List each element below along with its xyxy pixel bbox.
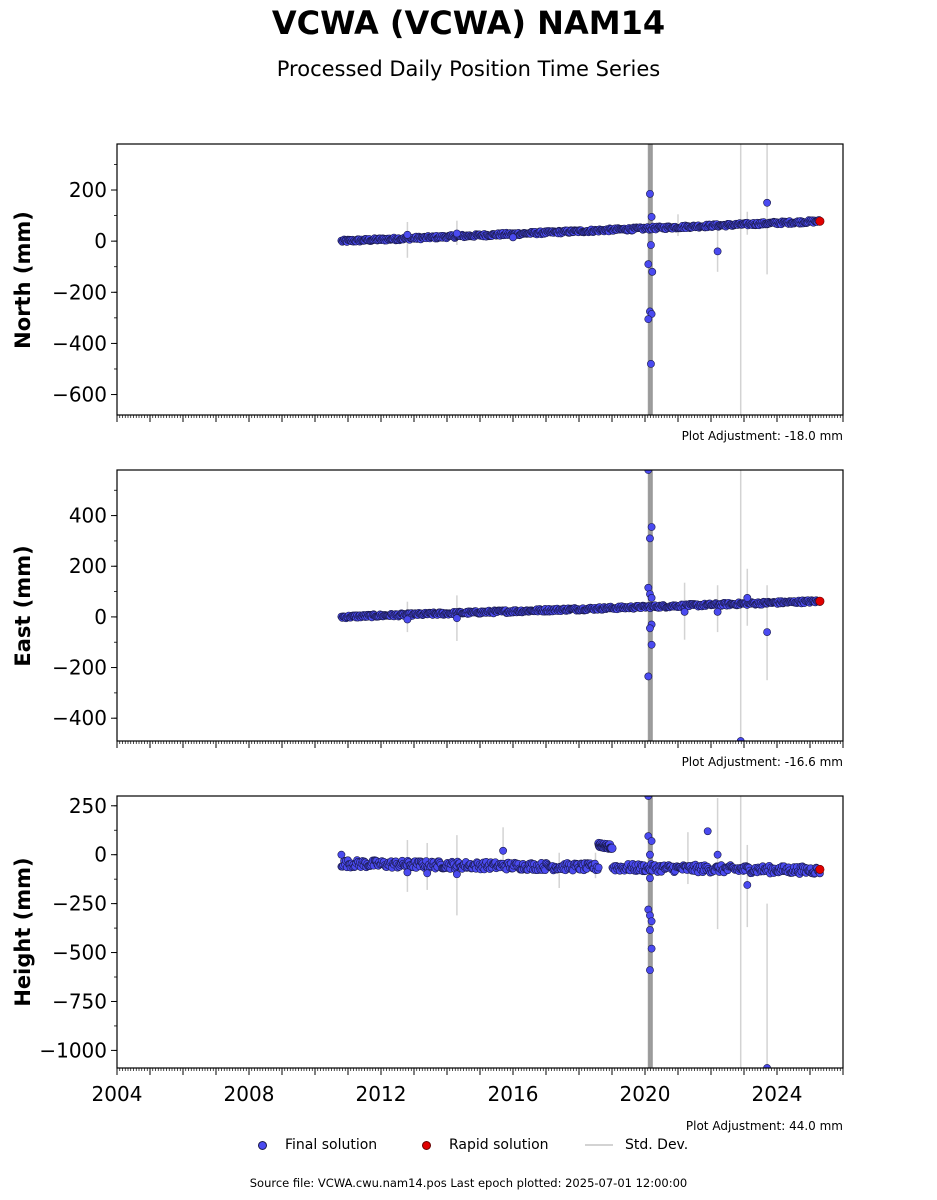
x-tick-label: 2024	[752, 1082, 803, 1106]
outlier-point	[644, 315, 653, 324]
final-marker-icon	[258, 1140, 267, 1150]
outlier-point	[713, 850, 722, 859]
outlier-point	[647, 837, 656, 845]
y-tick-label: −500	[52, 941, 107, 965]
outlier-point	[648, 267, 657, 276]
legend-rapid: Rapid solution	[422, 1137, 549, 1153]
outlier-point	[644, 583, 653, 592]
rapid-point	[815, 596, 825, 606]
outlier-point	[647, 359, 655, 368]
outlier-point	[647, 917, 656, 926]
plot-area	[337, 470, 825, 741]
x-tick-label: 2008	[224, 1082, 275, 1106]
plot-adjustment: Plot Adjustment: -18.0 mm	[682, 429, 843, 443]
outlier-point	[646, 926, 654, 934]
outlier-point	[644, 470, 653, 474]
outlier-point	[713, 607, 722, 616]
outlier-point	[647, 241, 655, 249]
y-tick-label: −200	[52, 656, 107, 680]
outlier-point	[763, 628, 771, 636]
outlier-point	[403, 615, 412, 624]
outlier-point	[703, 827, 712, 836]
outlier-point	[743, 881, 752, 889]
outlier-point	[680, 607, 689, 616]
y-tick-label: 0	[94, 229, 107, 253]
outlier-point	[403, 868, 412, 877]
data-point	[594, 863, 603, 872]
outlier-point	[646, 624, 654, 633]
outlier-point	[647, 944, 656, 953]
outlier-point	[763, 198, 771, 207]
y-axis-label: North (mm)	[11, 211, 35, 349]
y-tick-label: −200	[52, 280, 107, 304]
y-tick-label: −600	[52, 383, 107, 407]
outlier-point	[647, 523, 656, 531]
x-tick-label: 2016	[488, 1082, 539, 1106]
x-tick-label: 2012	[356, 1082, 407, 1106]
outlier-point	[509, 233, 517, 242]
x-tick-label: 2020	[620, 1082, 671, 1106]
y-axis-label: Height (mm)	[11, 857, 35, 1006]
plot-adjustment: Plot Adjustment: 44.0 mm	[686, 1119, 843, 1133]
legend-final: Final solution	[258, 1137, 377, 1153]
y-tick-label: 200	[69, 554, 107, 578]
outlier-point	[647, 640, 656, 649]
outlier-point	[452, 614, 461, 623]
outlier-point	[647, 594, 656, 602]
outlier-point	[499, 846, 507, 855]
y-tick-label: 200	[69, 178, 107, 202]
outlier-point	[646, 966, 654, 975]
plot-area	[337, 796, 825, 1068]
legend-std: Std. Dev.	[585, 1137, 688, 1153]
plot-frame	[116, 143, 844, 416]
rapid-point	[815, 216, 825, 226]
legend-final-label: Final solution	[285, 1137, 378, 1153]
y-tick-label: −1000	[39, 1038, 107, 1062]
outlier-point	[337, 850, 346, 859]
outlier-point	[743, 594, 752, 602]
plot-adjustment: Plot Adjustment: -16.6 mm	[682, 755, 843, 769]
outlier-point	[452, 229, 461, 238]
panel-0: 200 0 −200 −400 −600 North (mm) Plot Adjustmen…	[11, 143, 844, 443]
y-tick-label: 0	[94, 843, 107, 867]
y-tick-label: −400	[52, 706, 107, 730]
plot-area	[337, 144, 825, 415]
outlier-point	[423, 869, 432, 878]
y-tick-label: 0	[94, 605, 107, 629]
source-footer: Source file: VCWA.cwu.nam14.pos Last epo…	[249, 1176, 688, 1190]
legend-rapid-label: Rapid solution	[449, 1137, 549, 1153]
legend-std-label: Std. Dev.	[625, 1137, 689, 1153]
chart-subtitle: Processed Daily Position Time Series	[276, 57, 661, 81]
outlier-point	[403, 230, 412, 239]
legend: Final solution Rapid solution Std. Dev.	[250, 1137, 710, 1159]
outlier-point	[646, 874, 654, 883]
outlier-point	[736, 737, 745, 741]
outlier-point	[647, 212, 656, 221]
outlier-point	[644, 672, 653, 681]
outlier-point	[644, 260, 653, 269]
y-tick-label: −250	[52, 892, 107, 916]
outlier-point	[452, 870, 461, 879]
outlier-point	[763, 1064, 771, 1068]
chart-title: VCWA (VCWA) NAM14	[271, 4, 666, 42]
y-tick-label: −750	[52, 989, 107, 1013]
x-tick-label: 2004	[92, 1082, 143, 1106]
outlier-point	[646, 850, 654, 859]
plot-frame	[116, 795, 844, 1069]
outlier-point	[713, 247, 722, 256]
outlier-point	[646, 534, 654, 543]
panel-2: 250 0 −250 −500 −750 −1000 2004 2008 2012 2016 202…	[11, 794, 844, 1133]
rapid-marker-icon	[422, 1140, 431, 1150]
outlier-point	[646, 189, 654, 198]
std-line-icon	[585, 1144, 613, 1146]
y-tick-label: 400	[69, 504, 107, 528]
y-tick-label: −400	[52, 331, 107, 355]
panel-1: 400 200 0 −200 −400 East (mm) Plot Adjustment:…	[11, 469, 844, 769]
y-axis-label: East (mm)	[11, 545, 35, 666]
y-tick-label: 250	[69, 794, 107, 818]
data-point	[607, 843, 617, 853]
rapid-point	[815, 864, 825, 874]
